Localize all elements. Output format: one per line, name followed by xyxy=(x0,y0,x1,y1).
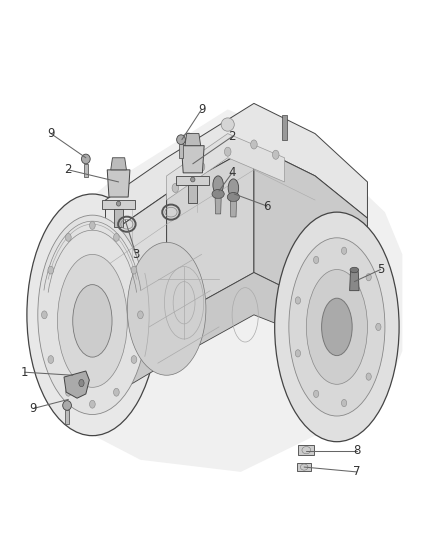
Ellipse shape xyxy=(117,201,121,206)
Ellipse shape xyxy=(295,297,300,304)
Ellipse shape xyxy=(366,273,371,281)
Polygon shape xyxy=(102,200,135,209)
Polygon shape xyxy=(215,198,221,214)
Text: 5: 5 xyxy=(377,263,384,276)
Ellipse shape xyxy=(42,311,47,319)
Polygon shape xyxy=(185,134,201,146)
Text: 9: 9 xyxy=(47,127,55,140)
Ellipse shape xyxy=(350,267,359,273)
Ellipse shape xyxy=(63,401,71,410)
Polygon shape xyxy=(179,144,183,158)
Ellipse shape xyxy=(213,176,223,194)
Ellipse shape xyxy=(127,243,206,375)
Polygon shape xyxy=(166,134,285,200)
Text: 4: 4 xyxy=(228,166,236,180)
Ellipse shape xyxy=(66,389,71,396)
Polygon shape xyxy=(176,176,209,185)
Ellipse shape xyxy=(251,140,257,149)
Ellipse shape xyxy=(113,389,119,396)
Ellipse shape xyxy=(275,212,399,442)
Ellipse shape xyxy=(295,350,300,357)
Ellipse shape xyxy=(212,189,224,198)
Ellipse shape xyxy=(224,147,231,156)
Ellipse shape xyxy=(73,285,112,357)
Ellipse shape xyxy=(89,222,95,229)
Ellipse shape xyxy=(131,266,137,274)
Ellipse shape xyxy=(27,194,158,435)
Polygon shape xyxy=(107,170,130,197)
Ellipse shape xyxy=(191,177,195,182)
Ellipse shape xyxy=(376,324,381,330)
Ellipse shape xyxy=(79,379,84,387)
Polygon shape xyxy=(230,201,237,217)
Polygon shape xyxy=(350,272,359,290)
Ellipse shape xyxy=(366,373,371,380)
Ellipse shape xyxy=(321,298,352,356)
Polygon shape xyxy=(181,146,204,173)
Text: 1: 1 xyxy=(21,366,28,379)
Polygon shape xyxy=(254,146,367,345)
Text: 9: 9 xyxy=(30,402,37,415)
Polygon shape xyxy=(111,158,127,170)
Polygon shape xyxy=(283,116,287,140)
Text: 3: 3 xyxy=(132,248,140,261)
Ellipse shape xyxy=(227,192,240,201)
Polygon shape xyxy=(35,109,403,472)
Ellipse shape xyxy=(81,154,90,164)
Ellipse shape xyxy=(306,270,367,384)
Ellipse shape xyxy=(228,179,239,197)
Ellipse shape xyxy=(89,400,95,408)
Ellipse shape xyxy=(342,247,347,254)
Ellipse shape xyxy=(198,162,205,171)
Ellipse shape xyxy=(66,233,71,241)
Polygon shape xyxy=(65,410,69,424)
Ellipse shape xyxy=(48,266,53,274)
Text: 9: 9 xyxy=(198,103,205,116)
Ellipse shape xyxy=(48,356,53,364)
Ellipse shape xyxy=(314,256,319,264)
Text: 8: 8 xyxy=(353,444,360,457)
Text: 7: 7 xyxy=(353,465,360,479)
Polygon shape xyxy=(64,371,89,398)
Text: 2: 2 xyxy=(228,130,236,143)
Polygon shape xyxy=(106,103,367,236)
Ellipse shape xyxy=(138,311,143,319)
Ellipse shape xyxy=(131,356,137,364)
Ellipse shape xyxy=(57,254,127,387)
Polygon shape xyxy=(106,194,166,363)
Polygon shape xyxy=(106,272,367,399)
Ellipse shape xyxy=(177,135,185,144)
Ellipse shape xyxy=(182,133,195,146)
Polygon shape xyxy=(114,209,123,227)
Ellipse shape xyxy=(289,238,385,416)
Ellipse shape xyxy=(272,150,279,159)
Text: 2: 2 xyxy=(65,163,72,176)
Polygon shape xyxy=(188,185,197,203)
Ellipse shape xyxy=(172,183,179,192)
Text: 6: 6 xyxy=(263,199,271,213)
Ellipse shape xyxy=(342,399,347,407)
Polygon shape xyxy=(84,164,88,177)
Polygon shape xyxy=(166,146,254,321)
Ellipse shape xyxy=(38,215,147,415)
Ellipse shape xyxy=(314,390,319,398)
Polygon shape xyxy=(297,463,311,471)
Ellipse shape xyxy=(221,118,234,131)
Ellipse shape xyxy=(113,233,119,241)
Polygon shape xyxy=(298,445,314,455)
